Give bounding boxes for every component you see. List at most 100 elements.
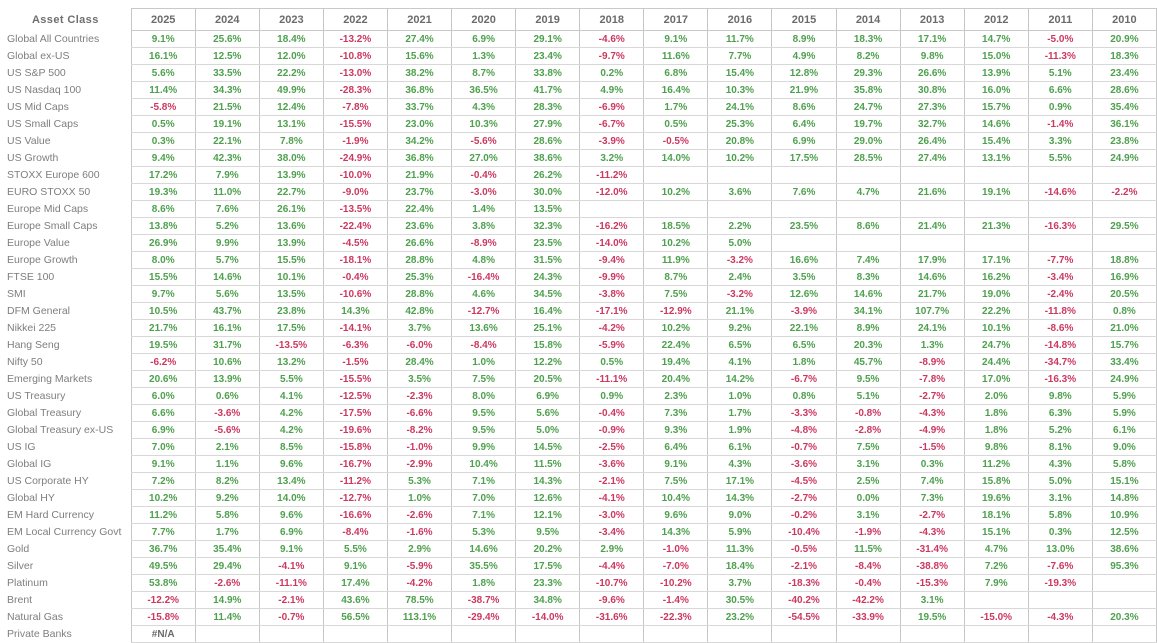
return-cell	[771, 625, 837, 643]
return-cell: 18.3%	[1091, 47, 1157, 65]
asset-class-label: Europe Mid Caps	[7, 203, 89, 215]
asset-class-label: Europe Growth	[7, 254, 78, 266]
return-cell: 36.5%	[451, 81, 517, 99]
return-cell: 23.5%	[771, 217, 837, 235]
return-cell: 21.5%	[194, 98, 260, 116]
return-cell: 18.4%	[258, 30, 324, 48]
return-cell: 10.4%	[643, 489, 709, 507]
return-cell: 17.2%	[130, 166, 196, 184]
return-cell: 27.4%	[386, 30, 453, 48]
return-cell: 10.9%	[1091, 506, 1157, 524]
return-cell	[258, 625, 324, 643]
return-cell: 14.0%	[258, 489, 324, 507]
return-cell: 16.2%	[963, 268, 1029, 286]
return-cell: -5.6%	[451, 132, 517, 150]
return-cell: 6.4%	[643, 438, 709, 456]
return-cell: 2.9%	[386, 540, 453, 558]
return-cell: 6.5%	[771, 336, 837, 354]
return-cell: 3.5%	[386, 370, 453, 388]
return-cell: #N/A	[130, 625, 196, 643]
return-cell: 3.1%	[899, 591, 965, 609]
return-cell: 21.3%	[963, 217, 1029, 235]
return-cell: 4.3%	[1027, 455, 1093, 473]
return-cell: 24.3%	[515, 268, 581, 286]
return-cell: 7.5%	[451, 370, 517, 388]
return-cell: 10.6%	[194, 353, 260, 371]
return-cell: -15.8%	[322, 438, 388, 456]
year-header: 2011	[1027, 8, 1093, 31]
return-cell: -16.3%	[1027, 370, 1093, 388]
table-row: Natural Gas -15.8% 11.4% -0.7% 56.5% 113.1% -2…	[0, 608, 1157, 626]
return-cell: 4.2%	[258, 404, 324, 422]
return-cell: -0.2%	[771, 506, 837, 524]
return-cell: 9.8%	[963, 438, 1029, 456]
return-cell: 10.2%	[643, 234, 709, 252]
return-cell: 15.8%	[515, 336, 581, 354]
return-cell: 17.5%	[771, 149, 837, 167]
return-cell: 6.1%	[707, 438, 773, 456]
return-cell: 28.6%	[515, 132, 581, 150]
return-cell: 14.0%	[643, 149, 709, 167]
return-cell: -3.4%	[579, 523, 645, 541]
return-cell: 23.6%	[386, 217, 453, 235]
return-cell: 27.3%	[899, 98, 965, 116]
return-cell: 19.6%	[963, 489, 1029, 507]
return-cell: 11.4%	[130, 81, 196, 99]
return-cell: 22.7%	[258, 183, 324, 201]
return-cell: 15.8%	[963, 472, 1029, 490]
return-cell: -5.9%	[386, 557, 453, 575]
return-cell: 22.1%	[194, 132, 260, 150]
return-cell: -13.5%	[322, 200, 388, 218]
return-cell: -1.6%	[386, 523, 453, 541]
return-cell: 11.5%	[515, 455, 581, 473]
return-cell: 17.1%	[707, 472, 773, 490]
return-cell: 21.0%	[1091, 319, 1157, 337]
asset-class-label: EURO STOXX 50	[7, 186, 91, 198]
return-cell: 26.1%	[258, 200, 324, 218]
return-cell: 1.8%	[963, 421, 1029, 439]
return-cell: 2.2%	[707, 217, 773, 235]
return-cell: -7.7%	[1027, 251, 1093, 269]
year-header: 2023	[258, 8, 324, 31]
return-cell: 15.0%	[963, 47, 1029, 65]
return-cell: 11.3%	[707, 540, 773, 558]
return-cell: 5.9%	[707, 523, 773, 541]
return-cell: 24.4%	[963, 353, 1029, 371]
return-cell: 4.9%	[771, 47, 837, 65]
return-cell: -54.5%	[771, 608, 837, 626]
return-cell: 5.0%	[515, 421, 581, 439]
return-cell: 1.3%	[451, 47, 517, 65]
return-cell: 18.4%	[707, 557, 773, 575]
return-cell: 23.5%	[515, 234, 581, 252]
return-cell: 7.7%	[707, 47, 773, 65]
return-cell	[1091, 200, 1157, 218]
return-cell: 49.9%	[258, 81, 324, 99]
return-cell: 5.6%	[130, 64, 196, 82]
return-cell: 23.0%	[386, 115, 453, 133]
asset-class-label: US Value	[7, 135, 51, 147]
return-cell: -5.9%	[579, 336, 645, 354]
returns-table: Asset Class 2025 2024 2023 2022 2021 2020 2019…	[0, 8, 1157, 643]
return-cell: 20.2%	[515, 540, 581, 558]
return-cell: 11.0%	[194, 183, 260, 201]
return-cell: 10.2%	[707, 149, 773, 167]
return-cell: 12.6%	[771, 285, 837, 303]
asset-class-label: SMI	[7, 288, 26, 300]
return-cell: 1.8%	[771, 353, 837, 371]
return-cell: 9.9%	[194, 234, 260, 252]
return-cell: 9.0%	[1091, 438, 1157, 456]
return-cell	[1027, 234, 1093, 252]
return-cell: 11.4%	[194, 608, 260, 626]
return-cell: -16.2%	[579, 217, 645, 235]
return-cell: 21.4%	[899, 217, 965, 235]
return-cell: 34.8%	[515, 591, 581, 609]
return-cell: -7.0%	[643, 557, 709, 575]
return-cell: 22.2%	[963, 302, 1029, 320]
return-cell: 15.1%	[1091, 472, 1157, 490]
return-cell: -15.8%	[130, 608, 196, 626]
return-cell	[707, 166, 773, 184]
return-cell: -4.1%	[258, 557, 324, 575]
return-cell: -3.2%	[707, 285, 773, 303]
return-cell: 26.9%	[130, 234, 196, 252]
return-cell: 7.3%	[899, 489, 965, 507]
